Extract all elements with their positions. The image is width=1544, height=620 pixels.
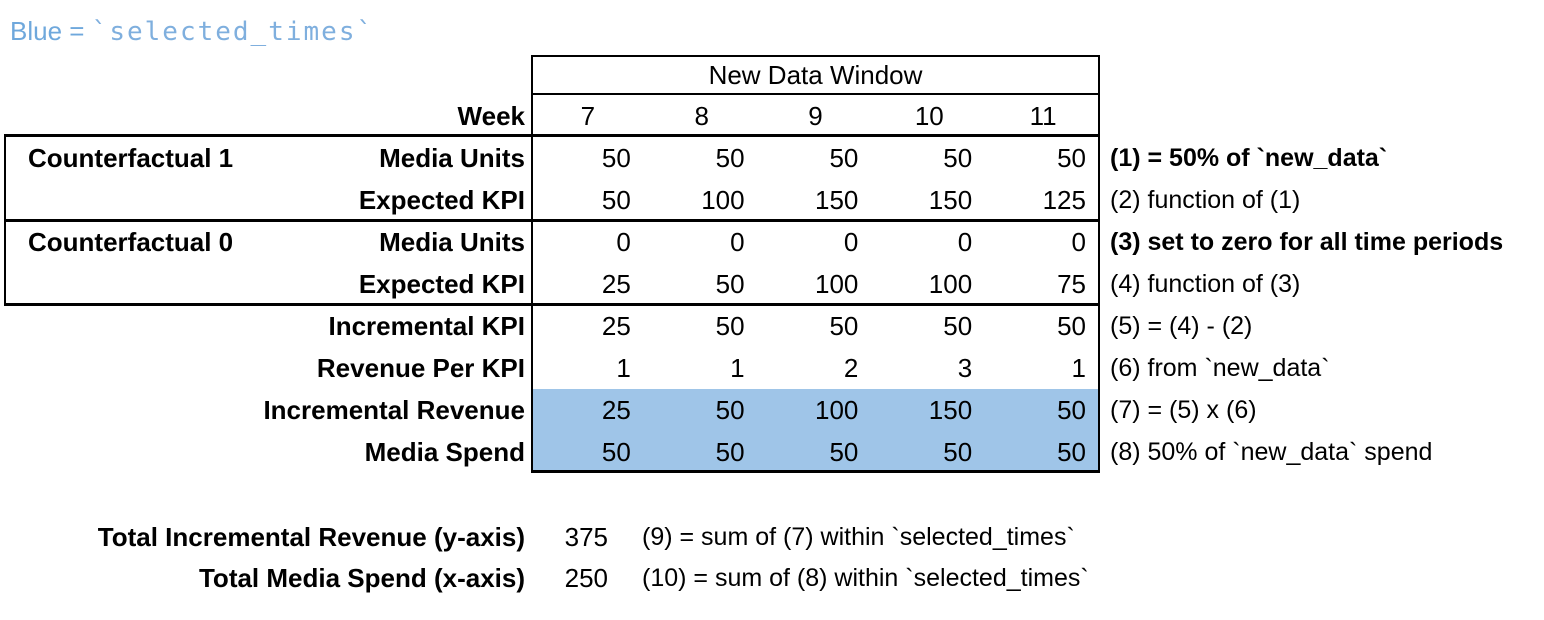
data-right-border — [1098, 55, 1100, 473]
table-cell: 25 — [601, 268, 631, 299]
week-cell: 11 — [1029, 100, 1057, 131]
cf1-box-top-border — [4, 134, 1100, 137]
table-cell: 50 — [601, 184, 631, 215]
table-cell: 25 — [601, 310, 631, 341]
selected-times-highlight — [533, 389, 1098, 471]
table-cell: 100 — [701, 184, 745, 215]
table-cell: 50 — [715, 394, 745, 425]
row-label: Media Spend — [364, 436, 525, 467]
table-cell: 50 — [601, 436, 631, 467]
table-cell: 150 — [815, 184, 859, 215]
table-cell: 50 — [1057, 142, 1086, 173]
data-left-border — [531, 55, 533, 473]
row-label: Revenue Per KPI — [316, 352, 525, 383]
annotation-10: (10) = sum of (8) within `selected_times… — [642, 563, 1089, 592]
table-cell: 50 — [943, 310, 973, 341]
summary-row-total-media-spend: Total Media Spend (x-axis) 250 (10) = su… — [0, 561, 1089, 595]
table-cell: 50 — [1057, 394, 1086, 425]
table-cell: 100 — [815, 268, 859, 299]
summary-value: 375 — [564, 521, 608, 552]
annotation-8: (8) 50% of `new_data` spend — [1110, 437, 1433, 466]
annotation-4: (4) function of (3) — [1110, 269, 1301, 298]
table-cell: 50 — [829, 142, 859, 173]
table-cell: 50 — [1057, 436, 1086, 467]
row-label: Expected KPI — [358, 268, 525, 299]
table-cell: 50 — [943, 436, 973, 467]
annotation-5: (5) = (4) - (2) — [1110, 311, 1253, 340]
week-cell: 9 — [808, 100, 823, 131]
table-cell: 50 — [1057, 310, 1086, 341]
annotation-6: (6) from `new_data` — [1110, 353, 1330, 382]
table-cell: 0 — [957, 226, 973, 257]
week-cells: 7 8 9 10 11 — [531, 101, 1100, 132]
table-cell: 1 — [1071, 352, 1086, 383]
group-label-counterfactual-1: Counterfactual 1 — [28, 142, 234, 173]
week-cell: 10 — [914, 100, 944, 131]
annotation-2: (2) function of (1) — [1110, 185, 1301, 214]
table-cell: 50 — [715, 142, 745, 173]
table-cell: 1 — [616, 352, 631, 383]
legend: Blue = `selected_times` — [10, 14, 374, 49]
table-cell: 75 — [1057, 268, 1086, 299]
row-label: Media Units — [379, 226, 525, 257]
table-cell: 150 — [928, 394, 973, 425]
table-cell: 0 — [843, 226, 859, 257]
annotation-1: (1) = 50% of `new_data` — [1110, 143, 1388, 172]
table-cell: 25 — [601, 394, 631, 425]
summary-label: Total Incremental Revenue (y-axis) — [97, 521, 525, 552]
week-header-row: Week 7 8 9 10 11 — [0, 95, 1100, 137]
table-row-media-units-cf0: Media Units 0 0 0 0 0 — [0, 221, 1100, 263]
summary-value: 250 — [564, 562, 608, 593]
annotation-7: (7) = (5) x (6) — [1110, 395, 1257, 424]
table-cell: 2 — [843, 352, 859, 383]
table-row-media-spend: Media Spend 50 50 50 50 50 — [0, 431, 1100, 473]
cf-box-left-border — [4, 134, 6, 306]
row-label: Incremental Revenue — [263, 394, 525, 425]
table-row-incremental-revenue: Incremental Revenue 25 50 100 150 50 — [0, 389, 1100, 431]
table-cell: 50 — [601, 142, 631, 173]
row-label: Media Units — [379, 142, 525, 173]
table-cell: 50 — [943, 142, 973, 173]
legend-code: `selected_times` — [91, 17, 375, 47]
group-label-counterfactual-0: Counterfactual 0 — [28, 226, 234, 257]
table-cell: 3 — [957, 352, 973, 383]
table-bottom-border — [531, 470, 1100, 473]
table-row-media-units-cf1: Media Units 50 50 50 50 50 — [0, 137, 1100, 179]
week-cell: 7 — [580, 100, 596, 131]
table-cell: 100 — [815, 394, 859, 425]
table-cell: 50 — [715, 436, 745, 467]
row-label: Expected KPI — [358, 184, 525, 215]
table-cell: 0 — [1071, 226, 1086, 257]
week-cell: 8 — [694, 100, 709, 131]
annotation-3: (3) set to zero for all time periods — [1110, 227, 1504, 256]
table-cell: 50 — [829, 310, 859, 341]
legend-prefix: Blue = — [10, 16, 92, 46]
week-label: Week — [457, 100, 525, 131]
cf-box-middle-border — [4, 219, 1100, 222]
annotation-9: (9) = sum of (7) within `selected_times` — [642, 522, 1075, 551]
table-cell: 150 — [928, 184, 973, 215]
row-label: Incremental KPI — [328, 310, 525, 341]
table-row-expected-kpi-cf0: Expected KPI 25 50 100 100 75 — [0, 263, 1100, 305]
table-cell: 100 — [928, 268, 973, 299]
table-cell: 0 — [730, 226, 745, 257]
table-row-incremental-kpi: Incremental KPI 25 50 50 50 50 — [0, 305, 1100, 347]
summary-row-total-incremental-revenue: Total Incremental Revenue (y-axis) 375 (… — [0, 520, 1075, 554]
table-row-expected-kpi-cf1: Expected KPI 50 100 150 150 125 — [0, 179, 1100, 221]
table-cell: 50 — [829, 436, 859, 467]
table-cell: 50 — [715, 268, 745, 299]
table-row-revenue-per-kpi: Revenue Per KPI 1 1 2 3 1 — [0, 347, 1100, 389]
table-cell: 1 — [730, 352, 745, 383]
summary-label: Total Media Spend (x-axis) — [198, 562, 525, 593]
table-cell: 50 — [715, 310, 745, 341]
table-cell: 0 — [616, 226, 631, 257]
new-data-window-title: New Data Window — [708, 59, 923, 90]
cf0-box-bottom-border — [4, 303, 1100, 306]
header-top-border — [531, 55, 1100, 57]
table-cell: 125 — [1042, 184, 1086, 215]
header-bottom-border — [531, 93, 1100, 95]
